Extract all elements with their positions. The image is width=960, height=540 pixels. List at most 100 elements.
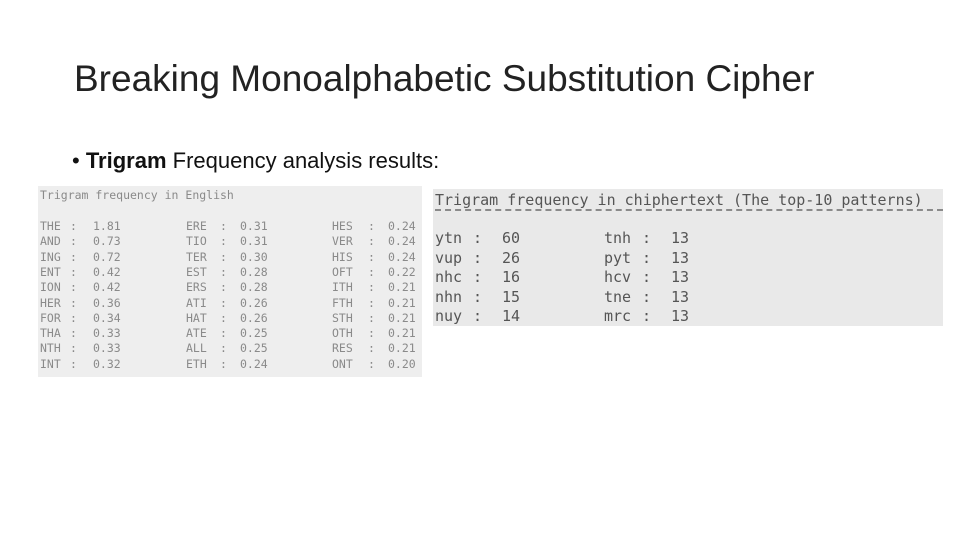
frequency: 0.36: [93, 295, 121, 310]
trigram: ERE: [186, 219, 207, 233]
trigram: hcv: [604, 268, 632, 286]
frequency: 16: [502, 268, 521, 286]
frequency: 0.33: [93, 341, 121, 356]
separator: :: [642, 268, 652, 286]
trigram: THE: [40, 219, 61, 233]
frequency: 0.42: [93, 280, 121, 295]
trigram: vup: [435, 248, 463, 267]
frequency: 13: [671, 248, 690, 267]
frequency: 0.28: [240, 280, 268, 295]
separator: :: [220, 264, 227, 279]
trigram: mrc: [604, 307, 632, 325]
trigram: HAT: [186, 310, 207, 325]
separator: :: [70, 264, 77, 279]
frequency: 0.33: [93, 326, 121, 341]
separator: :: [70, 326, 77, 341]
frequency: 15: [502, 287, 521, 306]
frequency: 0.24: [388, 234, 416, 249]
trigram: tnh: [604, 229, 632, 247]
frequency: 0.24: [240, 356, 268, 371]
trigram: ENT: [40, 264, 61, 279]
separator: :: [220, 280, 227, 295]
bullet: • Trigram Frequency analysis results:: [72, 148, 440, 173]
trigram: nuy: [435, 307, 463, 325]
trigram: TIO: [186, 234, 207, 249]
separator: :: [220, 234, 227, 249]
frequency: 13: [671, 229, 690, 247]
cipher-panel: Trigram frequency in chiphertext (The to…: [433, 189, 943, 326]
separator: :: [70, 219, 77, 233]
separator: :: [220, 310, 227, 325]
separator: :: [473, 268, 483, 286]
trigram: ALL: [186, 341, 207, 356]
separator: :: [220, 356, 227, 371]
trigram: EST: [186, 264, 207, 279]
trigram: STH: [332, 310, 353, 325]
trigram: ITH: [332, 280, 353, 295]
separator: :: [368, 295, 375, 310]
panel-heading: Trigram frequency in chiphertext (The to…: [435, 191, 923, 209]
bullet-text: Frequency analysis results:: [172, 148, 440, 173]
separator: :: [368, 264, 375, 279]
separator: :: [220, 249, 227, 264]
trigram: FOR: [40, 310, 61, 325]
separator: :: [473, 229, 483, 247]
separator: :: [368, 310, 375, 325]
trigram: ytn: [435, 229, 463, 247]
separator-line: [435, 209, 943, 211]
separator: :: [473, 287, 483, 306]
separator: :: [368, 219, 375, 233]
frequency: 60: [502, 229, 521, 247]
frequency: 0.31: [240, 234, 268, 249]
trigram: ATI: [186, 295, 207, 310]
frequency: 0.25: [240, 326, 268, 341]
separator: :: [220, 326, 227, 341]
trigram: TER: [186, 249, 207, 264]
separator: :: [368, 326, 375, 341]
frequency: 0.31: [240, 219, 268, 233]
frequency: 13: [671, 287, 690, 306]
frequency: 0.26: [240, 310, 268, 325]
trigram: HER: [40, 295, 61, 310]
frequency: 0.21: [388, 295, 416, 310]
frequency: 13: [671, 307, 690, 325]
frequency: 0.21: [388, 341, 416, 356]
bullet-bold: Trigram: [85, 148, 167, 173]
frequency: 0.24: [388, 219, 416, 233]
trigram: nhc: [435, 268, 463, 286]
separator: :: [368, 356, 375, 371]
panel-heading: Trigram frequency in English: [40, 188, 234, 202]
separator: :: [642, 307, 652, 325]
frequency: 0.26: [240, 295, 268, 310]
separator: :: [473, 307, 483, 325]
separator: :: [368, 234, 375, 249]
trigram: ATE: [186, 326, 207, 341]
trigram: FTH: [332, 295, 353, 310]
trigram: ING: [40, 249, 61, 264]
frequency: 0.32: [93, 356, 121, 371]
separator: :: [473, 248, 483, 267]
frequency: 0.22: [388, 264, 416, 279]
separator: :: [70, 249, 77, 264]
frequency: 0.34: [93, 310, 121, 325]
separator: :: [220, 341, 227, 356]
trigram: VER: [332, 234, 353, 249]
trigram: ION: [40, 280, 61, 295]
trigram: INT: [40, 356, 61, 371]
frequency: 0.42: [93, 264, 121, 279]
frequency: 0.20: [388, 356, 416, 371]
frequency: 0.21: [388, 310, 416, 325]
frequency: 0.25: [240, 341, 268, 356]
separator: :: [642, 248, 652, 267]
separator: :: [642, 229, 652, 247]
trigram: OTH: [332, 326, 353, 341]
trigram: RES: [332, 341, 353, 356]
frequency: 13: [671, 268, 690, 286]
separator: :: [70, 295, 77, 310]
trigram: pyt: [604, 248, 632, 267]
frequency: 14: [502, 307, 521, 325]
separator: :: [70, 356, 77, 371]
separator: :: [220, 295, 227, 310]
trigram: HES: [332, 219, 353, 233]
